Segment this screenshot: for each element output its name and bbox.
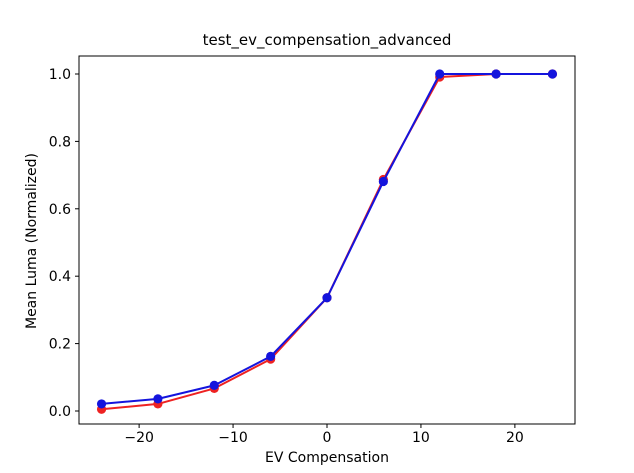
series-line-red-series bbox=[100, 72, 554, 411]
y-tick-label: 0.4 bbox=[49, 269, 71, 285]
data-point-marker-blue-series bbox=[153, 394, 163, 404]
data-point-marker-blue-series bbox=[547, 69, 558, 79]
x-tick-label: 20 bbox=[506, 430, 524, 446]
y-tick-label: 1.0 bbox=[49, 67, 71, 83]
data-point-marker-blue-series bbox=[491, 69, 501, 79]
y-tick-label: 0.8 bbox=[49, 134, 71, 150]
chart-title: test_ev_compensation_advanced bbox=[202, 31, 452, 49]
series-line-blue-series bbox=[100, 72, 554, 405]
x-tick-label: −10 bbox=[218, 430, 248, 446]
data-point-marker-blue-series bbox=[435, 69, 445, 79]
x-tick-label: 10 bbox=[412, 430, 430, 446]
x-tick-label: −20 bbox=[124, 430, 154, 446]
y-axis-label: Mean Luma (Normalized) bbox=[24, 153, 40, 330]
data-point-marker-blue-series bbox=[378, 176, 388, 187]
y-tick-label: 0.2 bbox=[49, 337, 71, 353]
y-tick-label: 0.0 bbox=[49, 404, 71, 420]
data-point-marker-blue-series bbox=[96, 399, 107, 409]
plot-border bbox=[78, 55, 576, 425]
data-point-marker-blue-series bbox=[209, 380, 219, 390]
x-tick-label: 0 bbox=[323, 430, 332, 446]
y-tick-label: 0.6 bbox=[49, 202, 71, 218]
data-point-marker-blue-series bbox=[322, 293, 332, 303]
x-axis-label: EV Compensation bbox=[265, 450, 389, 466]
data-point-marker-blue-series bbox=[266, 351, 276, 361]
